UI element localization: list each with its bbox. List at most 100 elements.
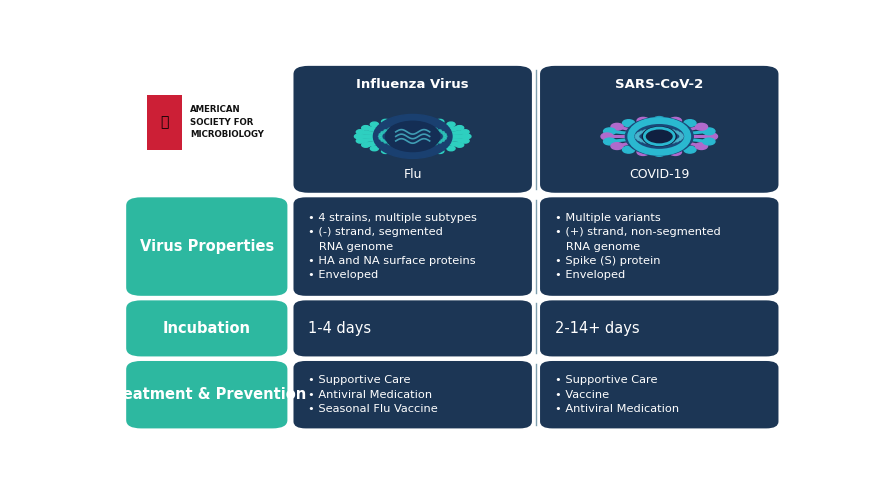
Circle shape bbox=[463, 134, 471, 139]
Circle shape bbox=[604, 128, 616, 135]
FancyBboxPatch shape bbox=[126, 361, 288, 429]
Circle shape bbox=[382, 120, 390, 124]
Text: 🔬: 🔬 bbox=[160, 116, 169, 129]
Circle shape bbox=[705, 133, 718, 140]
Circle shape bbox=[378, 135, 382, 137]
FancyBboxPatch shape bbox=[147, 95, 182, 150]
Circle shape bbox=[438, 130, 441, 132]
Text: 2-14+ days: 2-14+ days bbox=[555, 321, 640, 336]
Circle shape bbox=[393, 127, 396, 129]
Circle shape bbox=[423, 145, 427, 147]
Circle shape bbox=[447, 146, 455, 151]
Circle shape bbox=[455, 125, 464, 130]
Circle shape bbox=[669, 118, 682, 124]
Circle shape bbox=[455, 143, 464, 147]
Circle shape bbox=[379, 137, 383, 139]
Text: Flu: Flu bbox=[404, 168, 422, 182]
Circle shape bbox=[703, 138, 715, 145]
Text: SARS-CoV-2: SARS-CoV-2 bbox=[615, 78, 704, 91]
Circle shape bbox=[653, 142, 656, 144]
FancyBboxPatch shape bbox=[540, 66, 779, 193]
Circle shape bbox=[441, 131, 445, 133]
Circle shape bbox=[696, 143, 708, 150]
Circle shape bbox=[384, 141, 387, 143]
Circle shape bbox=[418, 125, 420, 127]
Circle shape bbox=[371, 146, 378, 151]
FancyBboxPatch shape bbox=[126, 300, 288, 356]
Circle shape bbox=[637, 139, 641, 140]
Circle shape bbox=[703, 128, 715, 135]
Circle shape bbox=[696, 123, 708, 130]
Circle shape bbox=[393, 144, 396, 146]
Circle shape bbox=[643, 130, 647, 132]
Circle shape bbox=[395, 151, 403, 155]
FancyBboxPatch shape bbox=[294, 361, 532, 429]
Circle shape bbox=[637, 132, 641, 134]
Circle shape bbox=[443, 135, 447, 137]
Circle shape bbox=[662, 142, 666, 144]
Circle shape bbox=[679, 134, 683, 136]
Circle shape bbox=[436, 120, 444, 124]
Circle shape bbox=[388, 143, 392, 145]
FancyBboxPatch shape bbox=[294, 300, 532, 356]
Circle shape bbox=[371, 122, 378, 126]
Circle shape bbox=[436, 149, 444, 154]
Circle shape bbox=[355, 134, 363, 139]
FancyBboxPatch shape bbox=[540, 361, 779, 429]
Circle shape bbox=[640, 131, 643, 133]
Text: • 4 strains, multiple subtypes
• (-) strand, segmented
   RNA genome
• HA and NA: • 4 strains, multiple subtypes • (-) str… bbox=[309, 213, 477, 280]
Text: Influenza Virus: Influenza Virus bbox=[357, 78, 469, 91]
FancyBboxPatch shape bbox=[540, 300, 779, 356]
Circle shape bbox=[677, 139, 681, 140]
Circle shape bbox=[669, 149, 682, 155]
Circle shape bbox=[683, 120, 696, 126]
Circle shape bbox=[648, 129, 651, 131]
Circle shape bbox=[611, 143, 623, 150]
Circle shape bbox=[381, 131, 385, 133]
Circle shape bbox=[423, 151, 431, 155]
Circle shape bbox=[357, 139, 364, 143]
Circle shape bbox=[643, 141, 647, 143]
Circle shape bbox=[635, 135, 639, 137]
Circle shape bbox=[671, 141, 675, 143]
Circle shape bbox=[653, 150, 665, 156]
Circle shape bbox=[675, 131, 678, 133]
Circle shape bbox=[667, 129, 670, 131]
Circle shape bbox=[653, 117, 665, 123]
Text: Incubation: Incubation bbox=[163, 321, 251, 336]
Circle shape bbox=[601, 133, 614, 140]
FancyBboxPatch shape bbox=[126, 197, 288, 296]
Circle shape bbox=[443, 137, 447, 139]
Circle shape bbox=[434, 128, 437, 130]
Circle shape bbox=[675, 140, 678, 142]
Circle shape bbox=[443, 133, 447, 135]
Circle shape bbox=[622, 146, 635, 153]
Circle shape bbox=[381, 139, 385, 141]
Text: • Multiple variants
• (+) strand, non-segmented
   RNA genome
• Spike (S) protei: • Multiple variants • (+) strand, non-se… bbox=[555, 213, 721, 280]
Circle shape bbox=[423, 118, 431, 122]
FancyBboxPatch shape bbox=[540, 197, 779, 296]
Circle shape bbox=[434, 143, 437, 145]
Circle shape bbox=[395, 118, 403, 122]
Circle shape bbox=[657, 128, 661, 130]
Circle shape bbox=[667, 142, 670, 144]
FancyBboxPatch shape bbox=[294, 66, 532, 193]
Text: COVID-19: COVID-19 bbox=[629, 168, 690, 182]
Circle shape bbox=[382, 149, 390, 154]
Circle shape bbox=[642, 127, 676, 146]
Circle shape bbox=[635, 134, 639, 136]
Circle shape bbox=[405, 146, 408, 148]
Text: Treatment & Prevention: Treatment & Prevention bbox=[108, 387, 307, 402]
Circle shape bbox=[429, 127, 433, 129]
Circle shape bbox=[461, 130, 469, 134]
Circle shape bbox=[637, 118, 649, 124]
Circle shape bbox=[388, 128, 392, 130]
Circle shape bbox=[411, 146, 414, 148]
Circle shape bbox=[429, 144, 433, 146]
Circle shape bbox=[640, 140, 643, 142]
Circle shape bbox=[679, 137, 683, 139]
Circle shape bbox=[622, 120, 635, 126]
FancyBboxPatch shape bbox=[294, 197, 532, 296]
Circle shape bbox=[411, 125, 414, 127]
Circle shape bbox=[626, 118, 693, 155]
